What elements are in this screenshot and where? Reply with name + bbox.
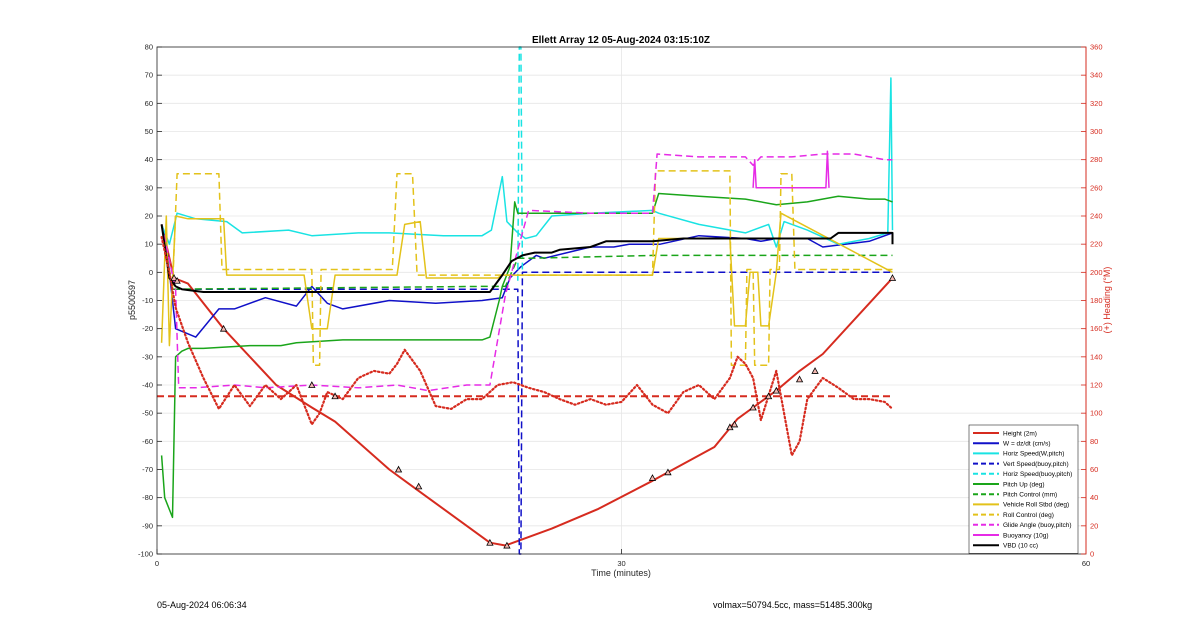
y-right-tick-label: 300 <box>1090 127 1103 136</box>
chart-title: Ellett Array 12 05-Aug-2024 03:15:10Z <box>532 35 710 46</box>
x-tick-label: 60 <box>1082 559 1090 568</box>
y-right-tick-label: 0 <box>1090 550 1094 559</box>
y-tick-label: -90 <box>142 521 153 530</box>
height-marker <box>888 274 897 281</box>
x-tick-label: 0 <box>155 559 159 568</box>
y-tick-label: -100 <box>138 550 153 559</box>
height-marker <box>648 474 657 481</box>
y-right-tick-label: 340 <box>1090 71 1103 80</box>
legend-entry: Pitch Up (deg) <box>1003 481 1045 488</box>
y-right-tick-label: 120 <box>1090 381 1103 390</box>
height-marker <box>795 375 804 383</box>
y-right-tick-label: 60 <box>1090 465 1098 474</box>
series-line-12 <box>160 236 894 457</box>
height-marker <box>486 538 494 546</box>
legend-entry: Buoyancy (10g) <box>1003 532 1049 539</box>
y-right-tick-label: 40 <box>1090 493 1098 502</box>
axes: 0 30 6080706050403020100-10-20-30-40-50-60… <box>138 43 1103 569</box>
y-tick-label: -10 <box>142 296 153 305</box>
y-axis-right-label: (+) Heading (°M) <box>1102 267 1112 334</box>
x-tick-label: 30 <box>617 559 625 568</box>
height-marker <box>308 381 316 388</box>
legend-entry: Height (2m) <box>1003 430 1037 437</box>
y-tick-label: 0 <box>149 268 153 277</box>
y-right-tick-label: 140 <box>1090 352 1103 361</box>
y-right-tick-label: 240 <box>1090 212 1103 221</box>
y-right-tick-label: 100 <box>1090 409 1103 418</box>
y-right-tick-label: 220 <box>1090 240 1103 249</box>
legend-box <box>968 424 1079 554</box>
height-marker <box>331 392 339 400</box>
series-line-11 <box>160 224 894 293</box>
height-marker <box>414 482 423 490</box>
legend-entry: VBD (10 cc) <box>1003 543 1038 550</box>
y-tick-label: 40 <box>145 155 153 164</box>
legend-entry: Horiz Speed(buoy,pitch) <box>1003 471 1072 478</box>
series-line-7 <box>160 212 893 347</box>
series-line-9 <box>160 153 893 392</box>
y-right-tick-label: 260 <box>1090 183 1103 192</box>
legend: Height (2m) W = dz/dt (cm/s) Horiz Speed(W… <box>968 424 1079 554</box>
height-marker <box>394 465 403 473</box>
y-right-tick-label: 180 <box>1090 296 1103 305</box>
y-right-tick-label: 160 <box>1090 324 1103 333</box>
height-marker <box>811 367 819 374</box>
height-marker <box>173 276 181 284</box>
y-tick-label: -70 <box>142 465 153 474</box>
y-tick-label: 70 <box>145 71 153 80</box>
height-marker <box>772 386 781 394</box>
legend-entry: Vehicle Roll Stbd (deg) <box>1003 502 1069 509</box>
y-tick-label: 20 <box>145 212 153 221</box>
y-tick-label: -40 <box>142 381 153 390</box>
series-line-8 <box>160 170 893 367</box>
y-tick-label: -80 <box>142 493 153 502</box>
y-tick-label: 10 <box>145 240 153 249</box>
marker-layer <box>170 274 897 549</box>
y-right-tick-label: 320 <box>1090 99 1103 108</box>
y-tick-label: -30 <box>142 352 153 361</box>
y-tick-label: -60 <box>142 437 153 446</box>
series-line-2 <box>160 77 894 248</box>
height-marker <box>664 468 672 476</box>
y-right-tick-label: 360 <box>1090 43 1103 52</box>
height-marker <box>219 324 228 332</box>
series-line-5 <box>160 192 893 519</box>
legend-entry: Glide Angle (buoy,pitch) <box>1003 522 1072 529</box>
y-right-tick-label: 20 <box>1090 521 1098 530</box>
legend-entry: Pitch Control (mm) <box>1003 492 1057 499</box>
height-marker <box>503 541 511 549</box>
y-tick-label: -20 <box>142 324 153 333</box>
y-tick-label: -50 <box>142 409 153 418</box>
height-marker <box>749 403 757 411</box>
height-marker <box>764 392 773 400</box>
legend-entry: Vert Speed(buoy,pitch) <box>1003 461 1069 468</box>
legend-entry: W = dz/dt (cm/s) <box>1003 441 1051 448</box>
height-marker <box>170 274 178 281</box>
y-axis-label: p5500597 <box>127 280 137 320</box>
footer-timestamp: 05-Aug-2024 06:06:34 <box>157 600 247 610</box>
y-right-tick-label: 280 <box>1090 155 1103 164</box>
x-axis-label: Time (minutes) <box>591 568 651 578</box>
height-marker <box>730 420 739 428</box>
y-tick-label: 80 <box>145 43 153 52</box>
y-tick-label: 50 <box>145 127 153 136</box>
y-tick-label: 30 <box>145 183 153 192</box>
legend-entry: Roll Control (deg) <box>1003 512 1054 519</box>
footer-summary: volmax=50794.5cc, mass=51485.300kg <box>713 600 873 610</box>
y-tick-label: 60 <box>145 99 153 108</box>
series-line-0 <box>160 224 894 547</box>
series-layer <box>157 46 894 555</box>
y-right-tick-label: 200 <box>1090 268 1103 277</box>
legend-entry: Horiz Speed(W,pitch) <box>1003 451 1064 458</box>
y-right-tick-label: 80 <box>1090 437 1098 446</box>
series-line-10 <box>752 150 830 189</box>
